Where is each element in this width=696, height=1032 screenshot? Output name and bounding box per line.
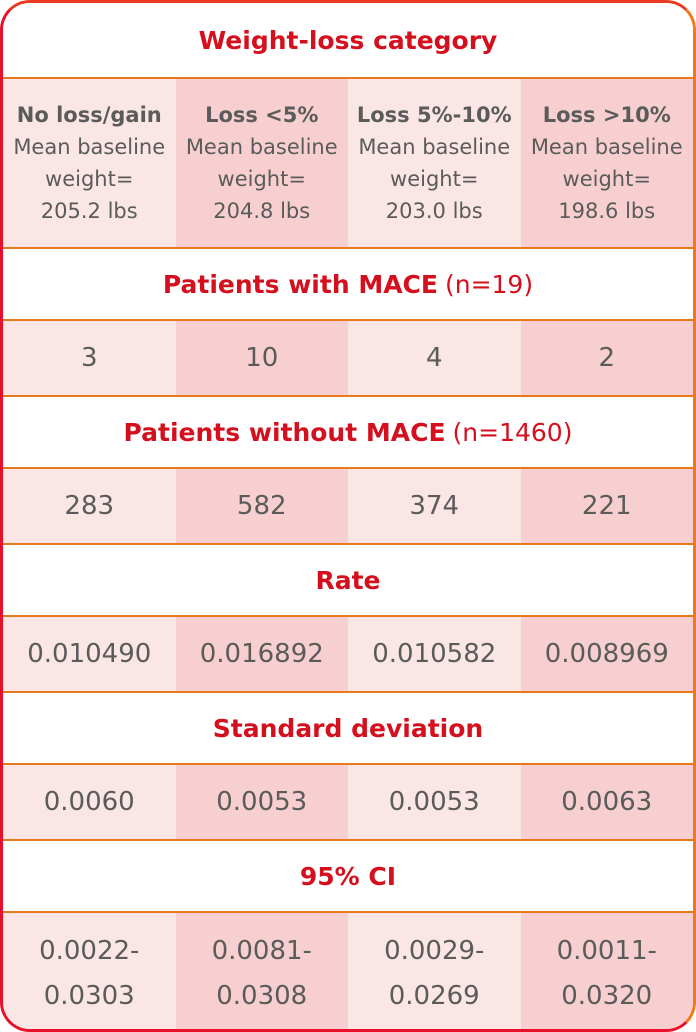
table-cell: 221 <box>520 469 693 543</box>
category-weight-value: 205.2 lbs <box>40 199 138 223</box>
category-weight-label: weight= <box>45 167 134 191</box>
table-cell: 0.0022- 0.0303 <box>3 913 176 1029</box>
rate-header-row: Rate <box>3 545 693 615</box>
mace-label: Patients with MACE <box>162 269 438 299</box>
table-cell: 0.0063 <box>520 765 693 839</box>
table-cell: 0.0053 <box>175 765 348 839</box>
ci-values-row: 0.0022- 0.0303 0.0081- 0.0308 0.0029- 0.… <box>3 913 693 1029</box>
table-cell: 3 <box>3 321 176 395</box>
divider <box>3 763 693 765</box>
divider <box>3 319 693 321</box>
sd-label: Standard deviation <box>212 713 484 743</box>
mace-values-row: 3 10 4 2 <box>3 321 693 395</box>
category-row: No loss/gain Mean baseline weight= 205.2… <box>3 79 693 247</box>
category-cell-no-loss: No loss/gain Mean baseline weight= 205.2… <box>3 79 176 247</box>
ci-low: 0.0029- <box>384 936 485 966</box>
table-cell: 0.016892 <box>175 617 348 691</box>
category-baseline-label: Mean baseline <box>185 135 338 159</box>
category-weight-label: weight= <box>562 167 651 191</box>
category-cell-loss-gt10: Loss >10% Mean baseline weight= 198.6 lb… <box>520 79 693 247</box>
category-cell-loss-lt5: Loss <5% Mean baseline weight= 204.8 lbs <box>175 79 348 247</box>
ci-low: 0.0011- <box>556 936 657 966</box>
category-name: Loss 5%-10% <box>356 103 512 127</box>
category-name: No loss/gain <box>16 103 162 127</box>
rate-values-row: 0.010490 0.016892 0.010582 0.008969 <box>3 617 693 691</box>
table-cell: 0.010490 <box>3 617 176 691</box>
category-cell-loss-5-10: Loss 5%-10% Mean baseline weight= 203.0 … <box>348 79 521 247</box>
rate-label: Rate <box>315 565 381 595</box>
mace-count: (n=19) <box>444 269 534 299</box>
divider <box>3 247 693 249</box>
divider <box>3 615 693 617</box>
table-cell: 283 <box>3 469 176 543</box>
divider <box>3 839 693 841</box>
divider <box>3 911 693 913</box>
category-name: Loss >10% <box>542 103 671 127</box>
ci-high: 0.0320 <box>561 981 653 1011</box>
no-mace-label: Patients without MACE <box>123 417 446 447</box>
category-name: Loss <5% <box>205 103 319 127</box>
mace-header-row: Patients with MACE (n=19) <box>3 249 693 319</box>
sd-values-row: 0.0060 0.0053 0.0053 0.0063 <box>3 765 693 839</box>
table-cell: 4 <box>348 321 521 395</box>
ci-low: 0.0022- <box>39 936 140 966</box>
table-cell: 0.010582 <box>348 617 521 691</box>
table-title-row: Weight-loss category <box>3 3 693 77</box>
sd-header-row: Standard deviation <box>3 693 693 763</box>
category-weight-label: weight= <box>390 167 479 191</box>
divider <box>3 77 693 79</box>
table-cell: 10 <box>175 321 348 395</box>
table-cell: 0.0060 <box>3 765 176 839</box>
table-cell: 0.0081- 0.0308 <box>175 913 348 1029</box>
table-cell: 0.008969 <box>520 617 693 691</box>
table-cell: 2 <box>520 321 693 395</box>
divider <box>3 467 693 469</box>
no-mace-values-row: 283 582 374 221 <box>3 469 693 543</box>
table-cell: 0.0053 <box>348 765 521 839</box>
no-mace-count: (n=1460) <box>452 417 573 447</box>
ci-low: 0.0081- <box>211 936 312 966</box>
category-baseline-label: Mean baseline <box>358 135 511 159</box>
divider <box>3 395 693 397</box>
category-weight-value: 204.8 lbs <box>213 199 311 223</box>
table-cell: 0.0011- 0.0320 <box>520 913 693 1029</box>
ci-high: 0.0269 <box>388 981 480 1011</box>
divider <box>3 543 693 545</box>
category-weight-value: 203.0 lbs <box>385 199 483 223</box>
no-mace-header-row: Patients without MACE (n=1460) <box>3 397 693 467</box>
ci-label: 95% CI <box>299 861 397 891</box>
category-weight-label: weight= <box>217 167 306 191</box>
ci-high: 0.0308 <box>216 981 308 1011</box>
category-baseline-label: Mean baseline <box>13 135 166 159</box>
divider <box>3 691 693 693</box>
ci-header-row: 95% CI <box>3 841 693 911</box>
table-cell: 0.0029- 0.0269 <box>348 913 521 1029</box>
table-cell: 374 <box>348 469 521 543</box>
category-weight-value: 198.6 lbs <box>558 199 656 223</box>
ci-high: 0.0303 <box>43 981 135 1011</box>
category-baseline-label: Mean baseline <box>530 135 683 159</box>
table-title: Weight-loss category <box>198 25 498 55</box>
table-cell: 582 <box>175 469 348 543</box>
